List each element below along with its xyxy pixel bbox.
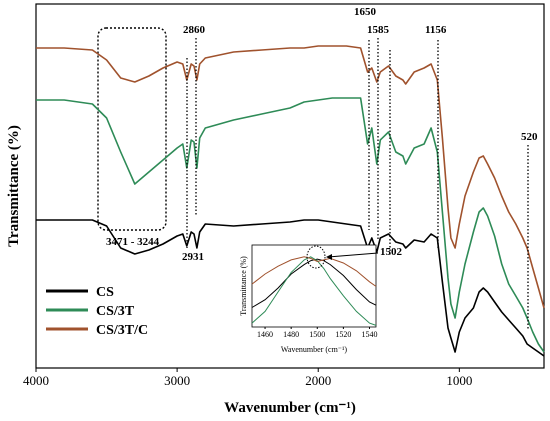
peak-label-1650: 1650 [354, 6, 377, 18]
inset-series-group [251, 256, 377, 326]
peak-lines [186, 38, 529, 330]
inset-series-line-2 [251, 256, 377, 287]
inset-x-tick-label-1500: 1500 [309, 330, 325, 339]
series-group [36, 45, 545, 357]
inset-series-line-0 [251, 258, 377, 308]
legend-label-cs3t: CS/3T [96, 304, 135, 319]
peak-label-1156: 1156 [425, 24, 447, 36]
inset-x-tick-label-1520: 1520 [335, 330, 351, 339]
peak-label-520: 520 [521, 131, 538, 143]
inset-arrow [327, 252, 379, 258]
series-line-cs [36, 219, 545, 357]
series-line-cs-3t-c [36, 45, 545, 309]
legend: CS CS/3T CS/3T/C [46, 285, 148, 338]
inset-x-tick-label-1540: 1540 [361, 330, 377, 339]
x-axis-ticks: 4000 3000 2000 1000 [23, 368, 472, 388]
y-axis-label: Transmittance (%) [6, 125, 22, 247]
inset-frame [251, 244, 377, 328]
peak-label-2860: 2860 [183, 24, 206, 36]
x-tick-label-1000: 1000 [446, 373, 472, 388]
inset-arrow-head [326, 254, 332, 260]
plot-frame [35, 3, 545, 369]
inset-highlight-circle [306, 245, 326, 269]
legend-label-cs: CS [96, 285, 114, 300]
inset-series-line-1 [251, 256, 377, 326]
region-box [97, 27, 167, 231]
peak-label-1585: 1585 [367, 24, 390, 36]
region-label: 3471 - 3244 [106, 236, 160, 248]
inset-x-tick-label-1460: 1460 [257, 330, 273, 339]
x-axis-label: Wavenumber (cm⁻¹) [224, 400, 356, 416]
peak-label-1502: 1502 [380, 246, 403, 258]
inset-y-axis-label: Transmittance (%) [239, 256, 248, 316]
inset-x-ticks: 1460 1480 1500 1520 1540 [257, 327, 377, 339]
x-tick-label-3000: 3000 [164, 373, 190, 388]
peak-label-2931: 2931 [182, 251, 204, 263]
x-tick-label-4000: 4000 [23, 373, 49, 388]
x-tick-label-2000: 2000 [305, 373, 331, 388]
legend-label-cs3tc: CS/3T/C [96, 323, 148, 338]
inset-x-tick-label-1480: 1480 [283, 330, 299, 339]
series-line-cs-3t [36, 97, 545, 353]
inset-chart: 1460 1480 1500 1520 1540 Wavenumber (cm⁻¹) T… [239, 244, 379, 354]
inset-x-axis-label: Wavenumber (cm⁻¹) [281, 345, 348, 354]
